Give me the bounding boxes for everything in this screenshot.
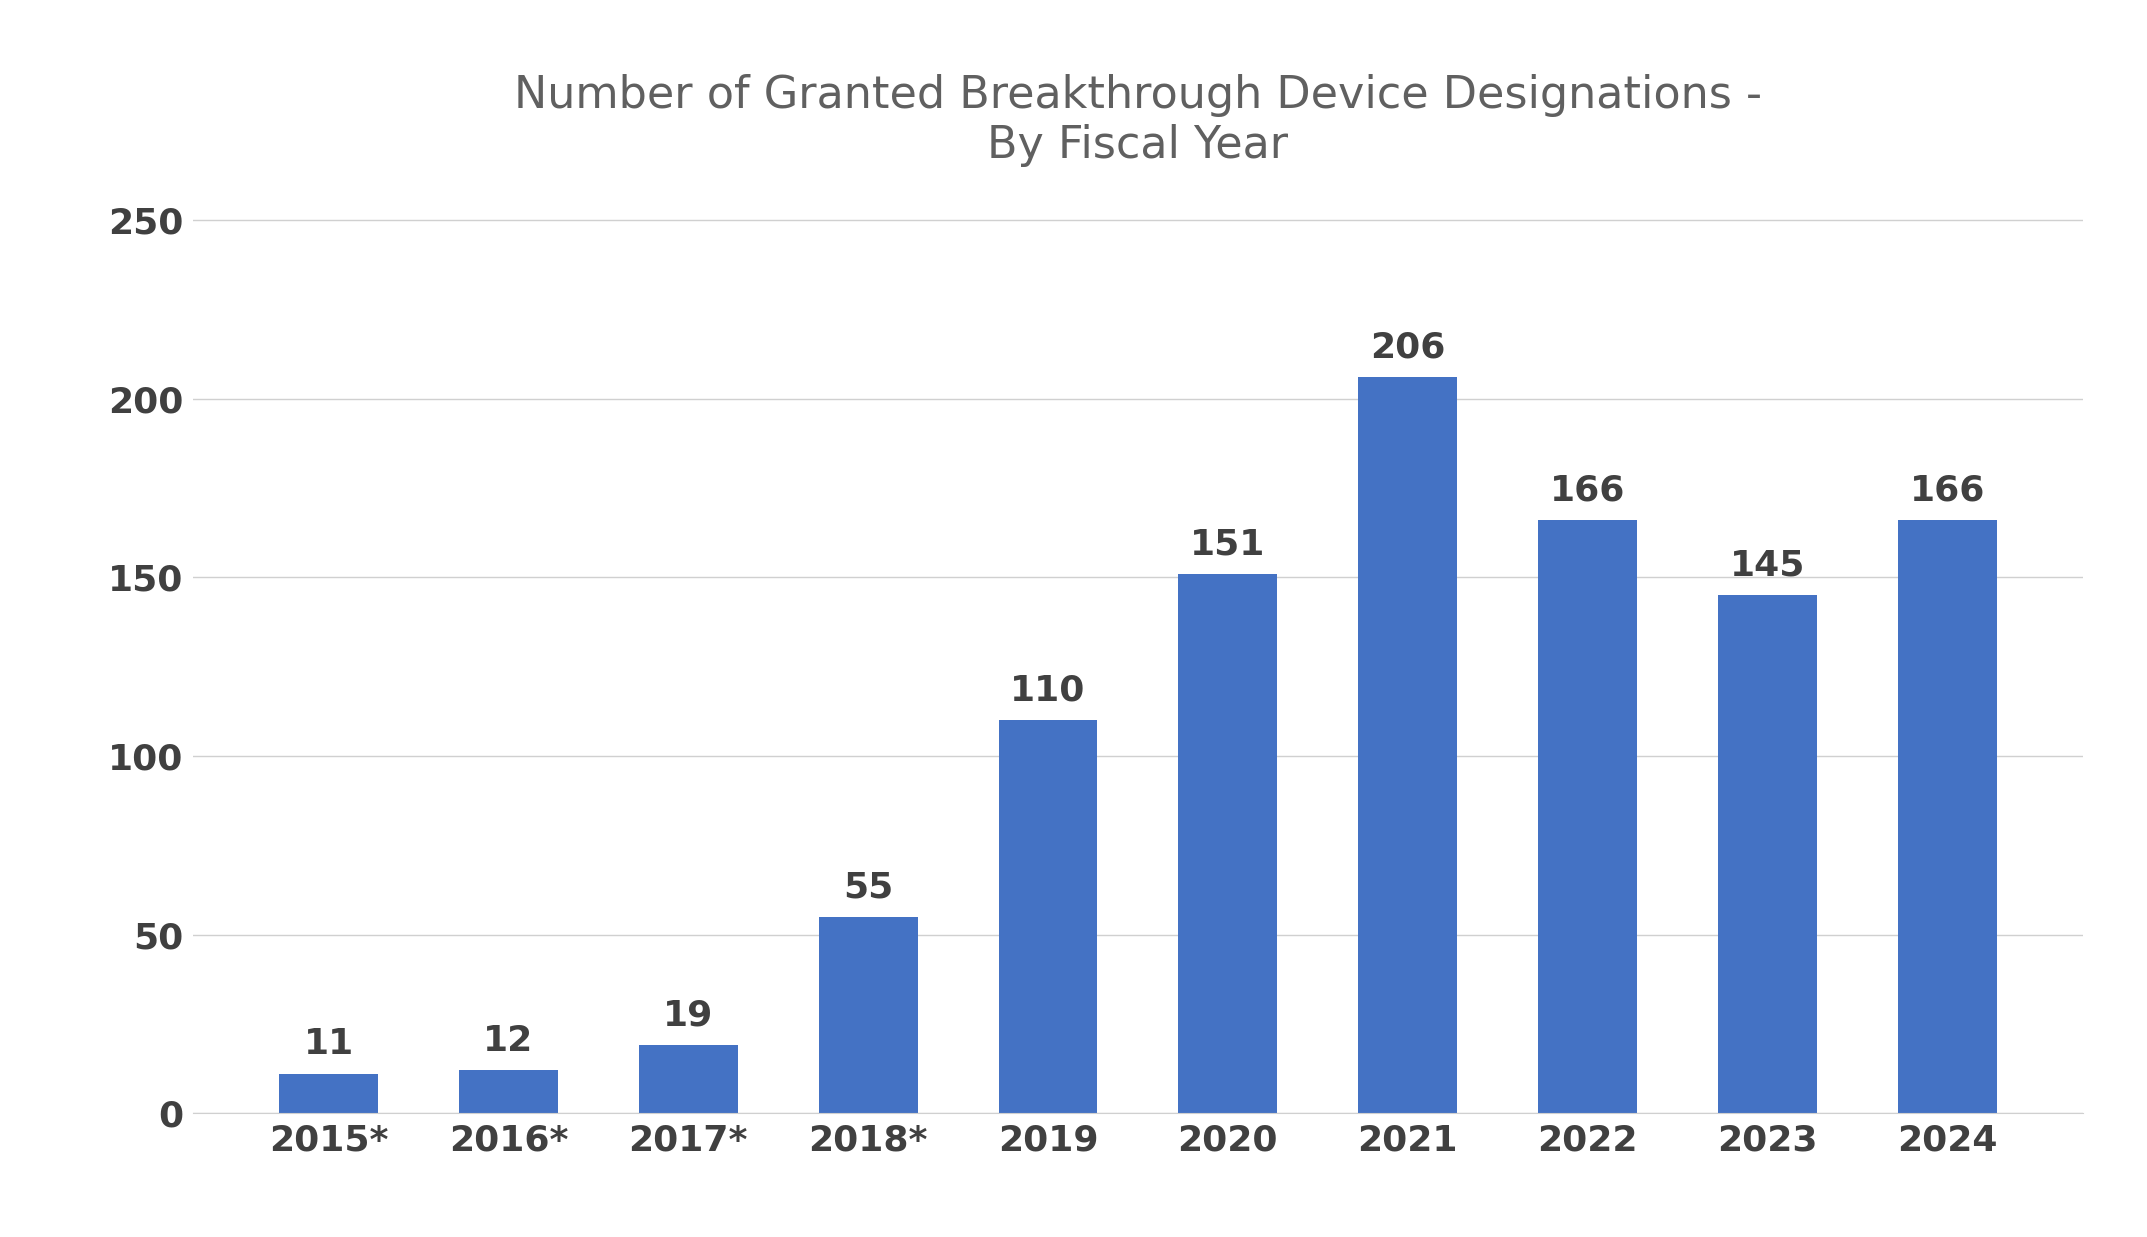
Bar xyxy=(1359,377,1458,1113)
Bar xyxy=(279,1074,378,1113)
Bar xyxy=(1898,520,1997,1113)
Bar xyxy=(1179,574,1277,1113)
Text: 11: 11 xyxy=(303,1028,354,1061)
Text: Number of Granted Breakthrough Device Designations -
By Fiscal Year: Number of Granted Breakthrough Device De… xyxy=(513,74,1763,167)
Text: 145: 145 xyxy=(1730,549,1806,583)
Bar xyxy=(459,1070,558,1113)
Bar xyxy=(1537,520,1636,1113)
Text: 166: 166 xyxy=(1550,474,1625,507)
Bar xyxy=(818,917,917,1113)
Text: 206: 206 xyxy=(1370,330,1445,365)
Bar xyxy=(1718,595,1816,1113)
Bar xyxy=(640,1045,739,1113)
Bar xyxy=(998,720,1097,1113)
Text: 110: 110 xyxy=(1011,674,1086,708)
Text: 19: 19 xyxy=(663,999,713,1033)
Text: 55: 55 xyxy=(844,871,893,904)
Text: 151: 151 xyxy=(1189,527,1265,562)
Text: 12: 12 xyxy=(483,1024,535,1058)
Text: 166: 166 xyxy=(1909,474,1986,507)
